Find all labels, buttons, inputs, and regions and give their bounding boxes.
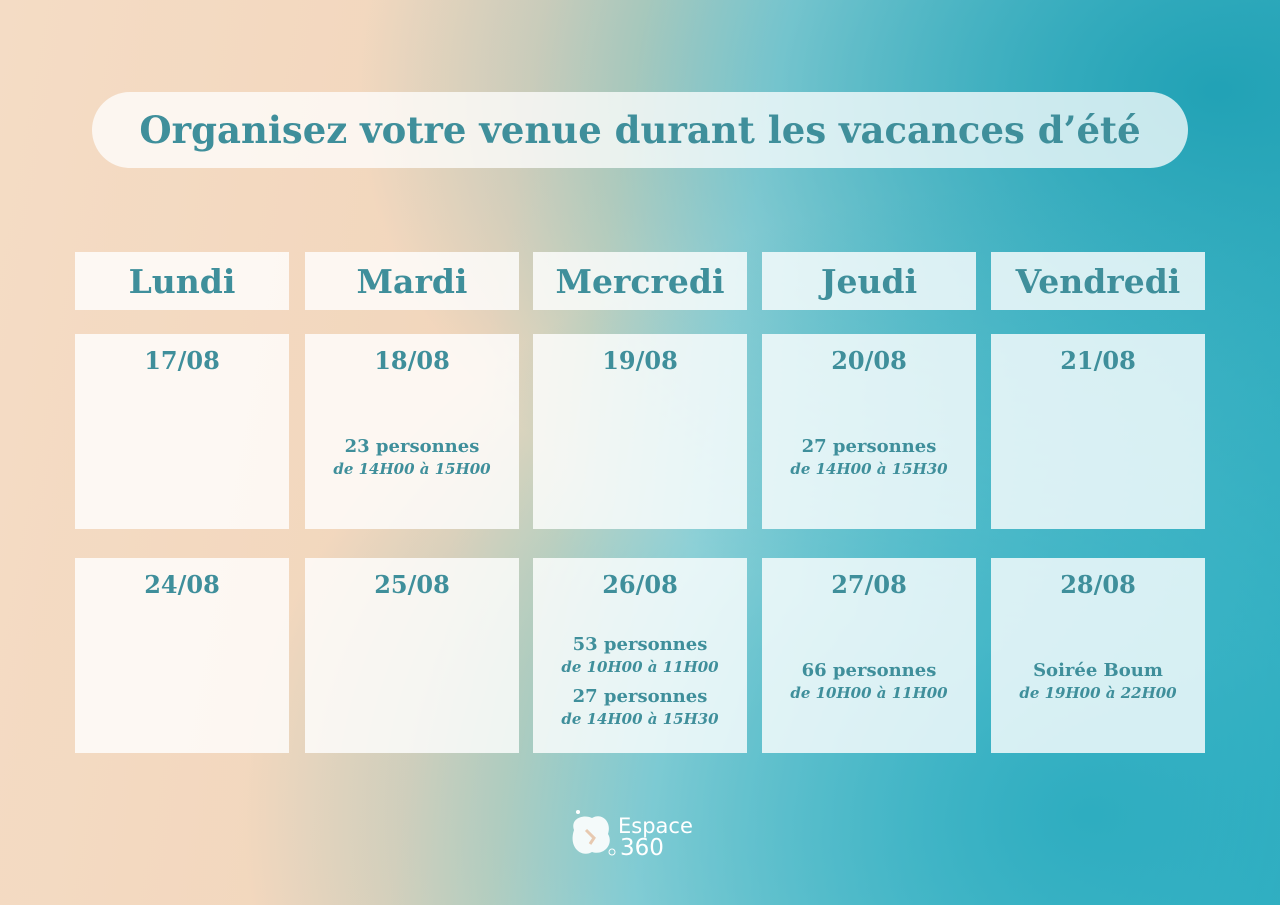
date: 25/08 xyxy=(374,570,450,599)
event-label: 23 personnes xyxy=(344,435,480,457)
day-header: Mardi xyxy=(305,252,519,310)
event-list: 27 personnes de 14H00 à 15H30 xyxy=(762,394,976,519)
date: 27/08 xyxy=(831,570,907,599)
day-cell: 24/08 xyxy=(75,558,289,753)
event-list xyxy=(991,394,1205,519)
event-time: de 10H00 à 11H00 xyxy=(790,683,948,702)
date: 18/08 xyxy=(374,346,450,375)
event: 27 personnes de 14H00 à 15H30 xyxy=(790,436,947,478)
day-cell: 28/08 Soirée Boum de 19H00 à 22H00 xyxy=(991,558,1205,753)
event-time: de 14H00 à 15H00 xyxy=(333,459,491,478)
event: 23 personnes de 14H00 à 15H00 xyxy=(333,436,490,478)
logo-icon xyxy=(572,810,616,856)
day-cell: 21/08 xyxy=(991,334,1205,529)
date: 19/08 xyxy=(602,346,678,375)
date: 20/08 xyxy=(831,346,907,375)
event-label: 66 personnes xyxy=(801,659,937,681)
day-cell: 26/08 53 personnes de 10H00 à 11H00 27 pers… xyxy=(533,558,747,753)
event: 66 personnes de 10H00 à 11H00 xyxy=(790,660,947,702)
event-list xyxy=(533,394,747,519)
date: 24/08 xyxy=(144,570,220,599)
event-list: Soirée Boum de 19H00 à 22H00 xyxy=(991,618,1205,743)
event-list: 23 personnes de 14H00 à 15H00 xyxy=(305,394,519,519)
event-time: de 19H00 à 22H00 xyxy=(1019,683,1177,702)
day-header: Lundi xyxy=(75,252,289,310)
event-time: de 14H00 à 15H30 xyxy=(790,459,948,478)
event-list xyxy=(75,394,289,519)
event-time: de 10H00 à 11H00 xyxy=(561,657,719,676)
day-header: Jeudi xyxy=(762,252,976,310)
day-header: Vendredi xyxy=(991,252,1205,310)
date: 28/08 xyxy=(1060,570,1136,599)
day-cell: 27/08 66 personnes de 10H00 à 11H00 xyxy=(762,558,976,753)
logo-name: Espace xyxy=(618,814,693,838)
event-label: Soirée Boum xyxy=(1033,659,1163,681)
event: 27 personnes de 14H00 à 15H30 xyxy=(561,686,718,728)
event-time: de 14H00 à 15H30 xyxy=(561,709,719,728)
event-list: 53 personnes de 10H00 à 11H00 27 personnes… xyxy=(533,618,747,743)
event-label: 27 personnes xyxy=(572,685,708,707)
event-list: 66 personnes de 10H00 à 11H00 xyxy=(762,618,976,743)
event-label: 27 personnes xyxy=(801,435,937,457)
day-cell: 20/08 27 personnes de 14H00 à 15H30 xyxy=(762,334,976,529)
event: 53 personnes de 10H00 à 11H00 xyxy=(561,634,718,676)
day-cell: 18/08 23 personnes de 14H00 à 15H00 xyxy=(305,334,519,529)
logo-number: 360 xyxy=(620,835,664,861)
title-banner: Organisez votre venue durant les vacance… xyxy=(92,92,1188,168)
title: Organisez votre venue durant les vacance… xyxy=(139,108,1141,152)
day-cell: 25/08 xyxy=(305,558,519,753)
logo: Espace 360 xyxy=(566,808,726,868)
day-cell: 17/08 xyxy=(75,334,289,529)
day-header: Mercredi xyxy=(533,252,747,310)
day-cell: 19/08 xyxy=(533,334,747,529)
event-list xyxy=(305,618,519,743)
event: Soirée Boum de 19H00 à 22H00 xyxy=(1019,660,1176,702)
date: 26/08 xyxy=(602,570,678,599)
event-list xyxy=(75,618,289,743)
event-label: 53 personnes xyxy=(572,633,708,655)
date: 21/08 xyxy=(1060,346,1136,375)
date: 17/08 xyxy=(144,346,220,375)
